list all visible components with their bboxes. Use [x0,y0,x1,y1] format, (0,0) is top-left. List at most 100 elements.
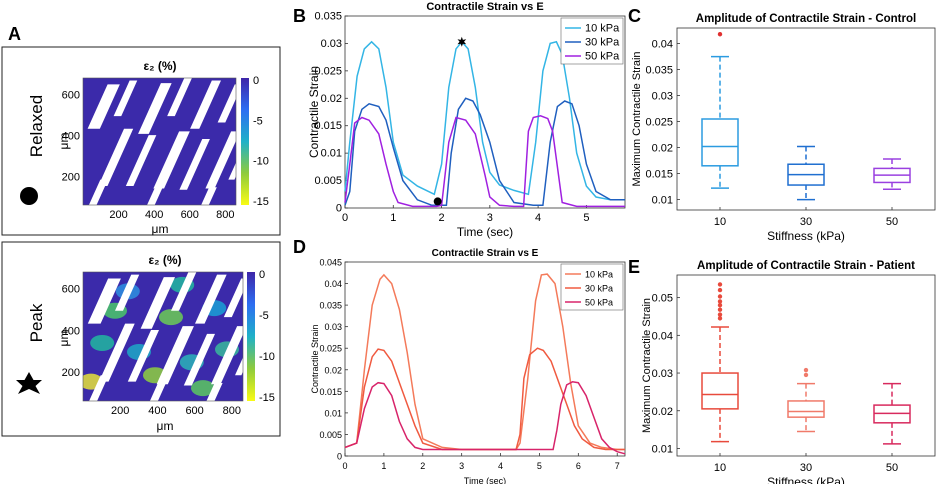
tissue-gap [206,382,223,401]
tissue-gap [153,131,190,189]
outlier-point [803,367,809,373]
map-y-tick: 600 [62,89,80,101]
map-x-tick: 400 [145,209,163,221]
x-tick-label: 0 [342,461,347,471]
x-axis-label: Time (sec) [464,476,506,484]
box-30 [787,145,825,201]
colorbar-tick: -10 [253,156,269,168]
y-tick-label: 0.015 [314,120,342,132]
series-line-50-kpa [344,381,626,455]
tissue-gap [138,83,172,134]
x-axis-label: Stiffness (kPa) [767,229,845,243]
chart-title: Amplitude of Contractile Strain - Patien… [697,260,915,272]
y-tick-label: 0.005 [319,430,342,440]
outlier-point [717,32,723,37]
relaxed-map-group: ε₂ (%) Relaxed μm 200 400 600 800200400600 … [20,59,269,236]
map-x-tick: 200 [111,405,129,417]
circle-icon [20,187,38,205]
map-y-tick: 600 [62,284,80,296]
x-tick-label: 0 [342,212,348,224]
map-y-tick: 400 [62,325,80,337]
y-tick-label: 0.015 [645,169,673,181]
x-tick-label: 10 [714,462,726,474]
colorbar-tick: -15 [259,392,275,404]
outlier-point [717,307,723,312]
x-tick-label: 3 [459,461,464,471]
peak-pattern [87,272,243,401]
x-tick-label: 1 [381,461,386,471]
relaxed-map-title: ε₂ (%) [143,59,176,73]
map-x-tick: 200 [109,209,127,221]
y-tick-label: 0.035 [314,11,342,23]
y-tick-label: 0.03 [652,91,673,103]
tissue-gap [217,84,236,123]
outlier-point [717,282,723,287]
legend-label: 10 kPa [585,270,613,280]
box-chart-e: Amplitude of Contractile Strain - Patien… [641,260,936,484]
x-tick-label: 6 [576,461,581,471]
map-x-tick: 400 [148,405,166,417]
y-tick-label: 0.04 [652,39,673,51]
map-y-tick: 200 [62,171,80,183]
legend-label: 50 kPa [585,51,620,63]
x-axis-label: Stiffness (kPa) [767,475,845,484]
y-axis-label: Contractile Strain [307,66,321,158]
box-10 [701,32,739,189]
y-tick-label: 0.045 [319,258,342,268]
y-tick-label: 0.025 [314,65,342,77]
peak-x-label: μm [157,419,174,433]
x-tick-label: 2 [420,461,425,471]
y-tick-label: 0.02 [321,93,342,105]
y-tick-label: 0.01 [652,443,673,455]
y-tick-label: 0.03 [652,368,673,380]
y-tick-label: 0.01 [321,148,342,160]
x-tick-label: 4 [498,461,503,471]
relaxed-x-label: μm [152,222,169,236]
map-x-tick: 600 [185,405,203,417]
legend-label: 30 kPa [585,284,613,294]
tissue-gap [228,162,236,180]
tissue-gap [201,187,217,205]
chart-title: Amplitude of Contractile Strain - Contro… [696,13,916,25]
tissue-gap [87,278,121,324]
y-tick-label: 0 [337,452,342,462]
outlier-point [717,302,723,308]
tissue-gap [125,135,157,186]
series-line-50-kpa [344,115,625,208]
y-tick-label: 0.02 [324,365,342,375]
peak-map-group: ε₂ (%) Peak μm 200 400 600 800 200 400 600 0 -5… [16,253,275,433]
peak-axes: 200 400 600 800 200 400 600 [62,284,241,417]
colorbar-tick: -5 [259,310,269,322]
outlier-point [717,312,723,317]
y-tick-label: 0.03 [321,38,342,50]
y-axis-label: Maximum Contractile Strain [631,51,643,186]
y-tick-label: 0.04 [324,279,342,289]
tissue-gap [190,80,221,129]
y-tick-label: 0.02 [652,406,673,418]
outlier-point [717,299,723,304]
y-tick-label: 0.03 [324,322,342,332]
x-tick-label: 10 [714,216,726,228]
strain-blob [90,334,115,351]
colorbar-tick: 0 [259,269,265,281]
tissue-gap [179,138,210,190]
map-x-tick: 600 [181,209,199,221]
tissue-gap [99,323,135,382]
legend-label: 50 kPa [585,298,613,308]
colorbar-tick: 0 [253,75,259,87]
colorbar-tick: -5 [253,115,263,127]
x-tick-label: 1 [390,212,396,224]
series-line-10-kpa [344,40,625,201]
tissue-gap [156,326,194,385]
tissue-gap [87,84,120,129]
tissue-gap [147,185,164,205]
panel-letter-d: D [293,237,306,257]
y-tick-label: 0.035 [645,65,673,77]
tissue-gap [235,357,243,376]
tissue-gap [195,274,227,324]
strain-blob [159,309,183,326]
y-tick-label: 0.035 [319,301,342,311]
star-icon [16,372,42,394]
tissue-gap [115,274,140,311]
